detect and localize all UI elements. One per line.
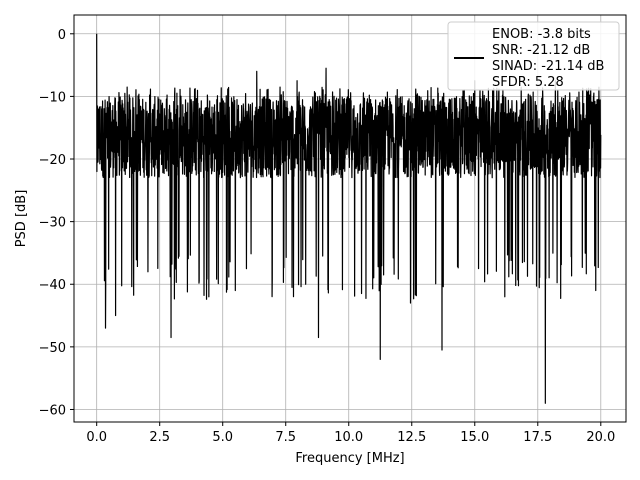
- legend-line-sfdr: SFDR: 5.28: [492, 75, 564, 90]
- x-axis-ticks: 0.0 2.5 5.0 7.5 10.0 12.5 15.0 17.5 20.0: [86, 422, 615, 445]
- y-tick-label: −40: [39, 278, 66, 293]
- psd-trace-line: [96, 33, 602, 404]
- y-axis-ticks: 0 −10 −20 −30 −40 −50 −60: [39, 28, 74, 418]
- legend-line-enob: ENOB: -3.8 bits: [492, 27, 591, 42]
- series-psd: [96, 33, 602, 404]
- x-tick-label: 0.0: [86, 430, 107, 445]
- x-tick-label: 20.0: [586, 430, 615, 445]
- x-tick-label: 2.5: [149, 430, 170, 445]
- y-tick-label: −50: [39, 341, 66, 356]
- plot-frame: [73, 14, 627, 423]
- x-axis-label: Frequency [MHz]: [295, 451, 404, 466]
- legend: ENOB: -3.8 bits SNR: -21.12 dB SINAD: -2…: [447, 21, 620, 91]
- y-tick-label: −10: [39, 90, 66, 105]
- legend-line-sinad: SINAD: -21.14 dB: [492, 59, 604, 74]
- x-tick-label: 7.5: [275, 430, 296, 445]
- x-tick-label: 17.5: [523, 430, 552, 445]
- y-tick-label: −60: [39, 403, 66, 418]
- x-tick-label: 10.0: [334, 430, 363, 445]
- legend-box: [447, 21, 620, 91]
- y-tick-label: 0: [58, 28, 66, 43]
- y-axis-label: PSD [dB]: [14, 190, 29, 248]
- x-tick-label: 12.5: [397, 430, 426, 445]
- x-tick-label: 15.0: [460, 430, 489, 445]
- y-tick-label: −30: [39, 216, 66, 231]
- x-tick-label: 5.0: [212, 430, 233, 445]
- legend-line-snr: SNR: -21.12 dB: [492, 43, 590, 58]
- y-tick-label: −20: [39, 153, 66, 168]
